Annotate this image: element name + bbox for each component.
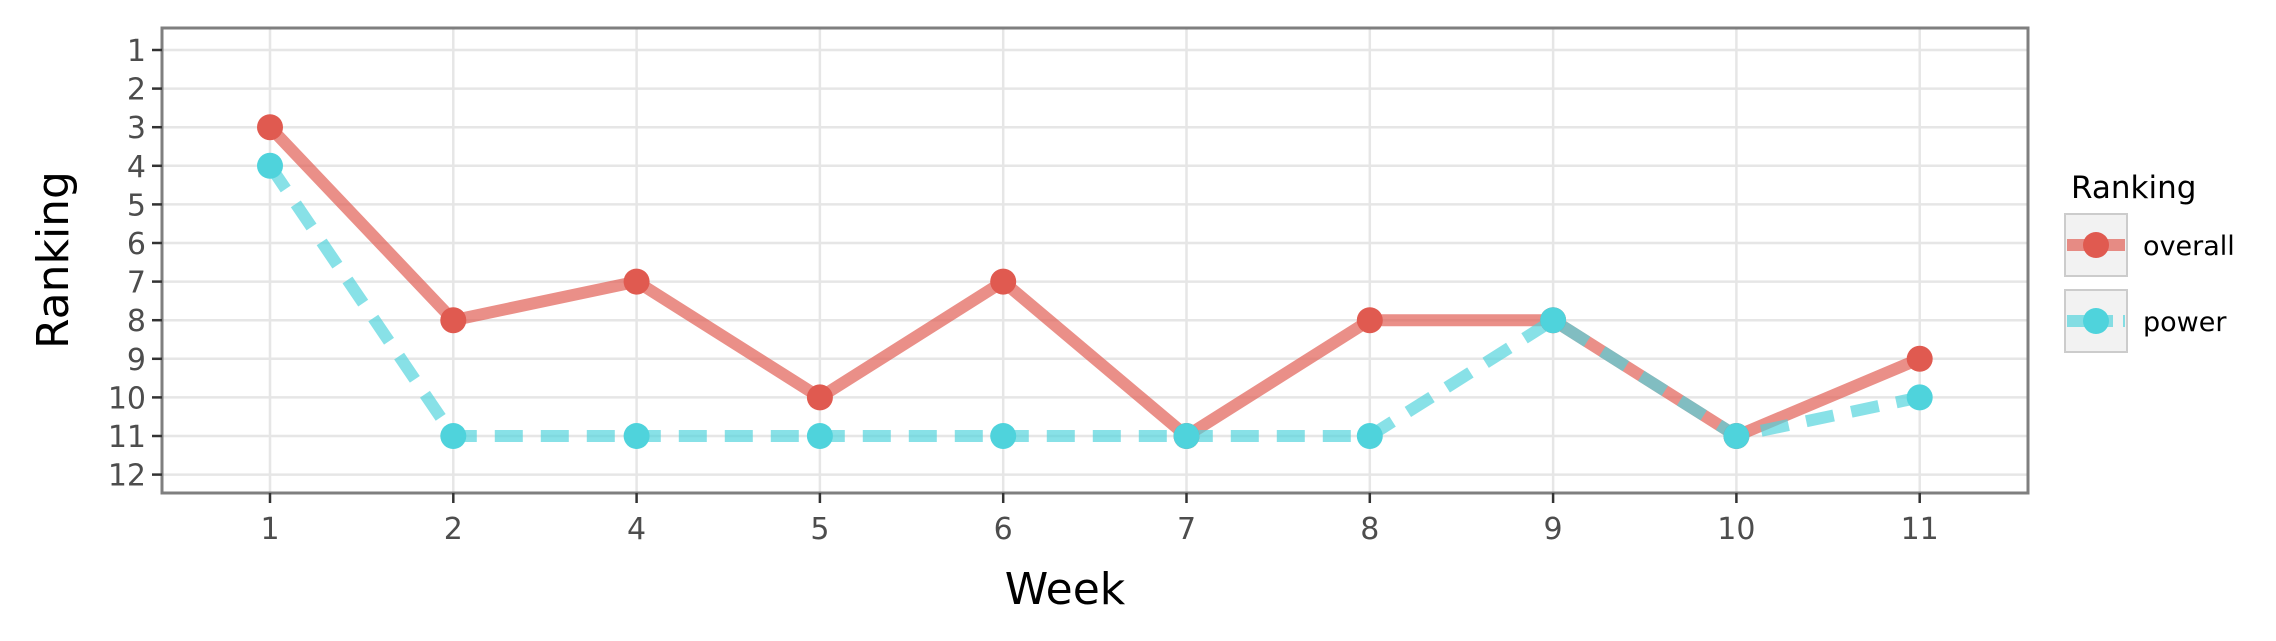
y-tick-label: 5: [127, 188, 146, 223]
y-tick-label: 1: [127, 34, 146, 69]
x-axis-title: Week: [1005, 564, 1126, 615]
y-tick-label: 7: [127, 266, 146, 301]
x-tick-label: 11: [1901, 512, 1939, 547]
data-point-power: [1173, 423, 1200, 449]
data-point-overall: [257, 114, 283, 141]
y-tick-label: 2: [127, 73, 146, 108]
y-axis-title: Ranking: [28, 171, 79, 349]
data-point-overall: [1356, 307, 1383, 334]
data-point-power: [1723, 423, 1750, 449]
x-tick-label: 6: [994, 512, 1013, 547]
y-tick-label: 3: [127, 111, 146, 146]
data-point-power: [1540, 307, 1567, 334]
x-tick-label: 7: [1177, 512, 1196, 547]
data-point-power: [990, 423, 1017, 449]
plot-panel: [162, 28, 2028, 493]
y-tick-label: 9: [127, 343, 146, 378]
x-tick-label: 9: [1544, 512, 1563, 547]
x-tick-label: 4: [627, 512, 646, 547]
legend-label-power: power: [2143, 307, 2227, 338]
data-point-overall: [440, 307, 467, 334]
data-point-power: [806, 423, 833, 449]
data-point-power: [1356, 423, 1383, 449]
y-tick-label: 12: [108, 459, 146, 494]
data-point-power: [257, 152, 283, 179]
data-point-power: [440, 423, 467, 449]
y-tick-label: 10: [108, 381, 146, 416]
x-tick-label: 8: [1360, 512, 1379, 547]
x-tick-label: 2: [444, 512, 463, 547]
legend-title: Ranking: [2071, 170, 2196, 206]
x-tick-label: 1: [260, 512, 279, 547]
x-tick-label: 5: [810, 512, 829, 547]
y-tick-label: 4: [127, 150, 146, 185]
data-point-power: [623, 423, 650, 449]
data-point-overall: [1906, 345, 1933, 372]
plot-border: [160, 26, 2030, 495]
y-tick-label: 11: [108, 420, 146, 455]
x-tick-label: 10: [1717, 512, 1755, 547]
y-tick-label: 6: [127, 227, 146, 262]
series-line-power: [265, 162, 1921, 442]
y-tick-label: 8: [127, 304, 146, 339]
legend-point-overall: [2083, 232, 2109, 258]
legend-label-overall: overall: [2143, 231, 2235, 262]
legend: Ranking overall power: [2064, 170, 2235, 353]
data-point-overall: [806, 384, 833, 411]
data-point-overall: [623, 268, 650, 295]
data-point-overall: [990, 268, 1017, 295]
legend-point-power: [2083, 308, 2109, 334]
data-point-power: [1906, 384, 1933, 411]
series-layer: [257, 114, 1933, 449]
